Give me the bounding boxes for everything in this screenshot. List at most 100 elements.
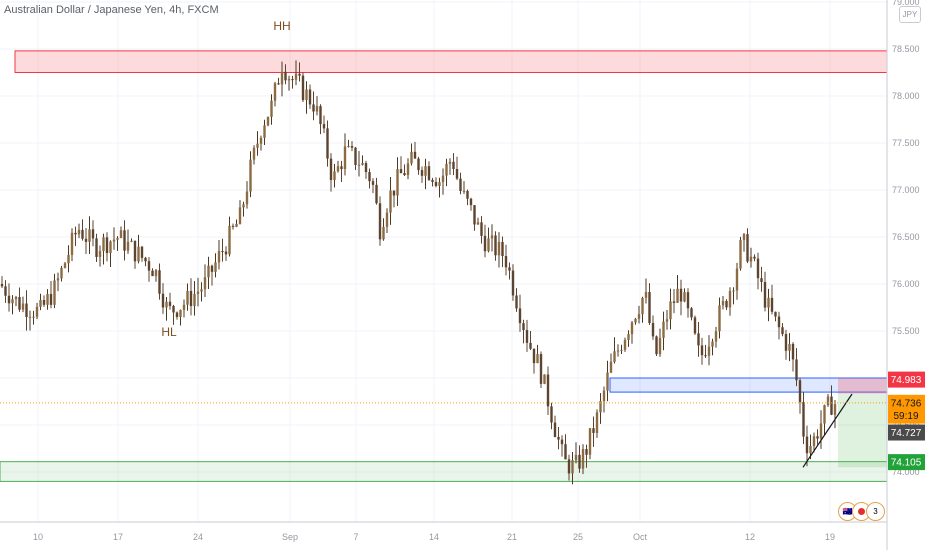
y-tick-label: 77.500 bbox=[892, 138, 920, 148]
candle-body bbox=[158, 270, 161, 294]
candle-body bbox=[539, 354, 543, 384]
candle-body bbox=[35, 306, 39, 317]
candle-body bbox=[714, 331, 718, 342]
candle-body bbox=[308, 89, 312, 105]
candle-body bbox=[581, 449, 585, 469]
candle-body bbox=[651, 322, 655, 337]
price-labels: 74.983 74.736 59:19 74.727 74.105 bbox=[888, 371, 925, 471]
candle-body bbox=[133, 240, 137, 262]
candle-body bbox=[658, 337, 662, 355]
candle-body bbox=[665, 319, 669, 322]
candle-body bbox=[151, 270, 154, 277]
x-tick-label: 10 bbox=[33, 532, 43, 542]
candle-body bbox=[203, 277, 207, 290]
candle-body bbox=[287, 79, 291, 81]
candle-body bbox=[441, 175, 445, 183]
candle-body bbox=[361, 163, 364, 165]
candle-body bbox=[294, 73, 298, 80]
x-tick-label: Sep bbox=[282, 532, 298, 542]
candle-body bbox=[112, 239, 116, 242]
candle-body bbox=[319, 106, 322, 125]
currency-unit[interactable]: JPY bbox=[899, 6, 921, 23]
candle-body bbox=[522, 323, 525, 331]
candle-body bbox=[109, 241, 112, 254]
candle-body bbox=[784, 334, 788, 351]
candle-body bbox=[81, 229, 84, 239]
candle-body bbox=[767, 297, 770, 308]
candle-body bbox=[427, 166, 431, 180]
candle-body bbox=[662, 321, 665, 338]
candle-body bbox=[224, 251, 228, 255]
candle-body bbox=[0, 284, 4, 287]
symbol-title[interactable]: Australian Dollar / Japanese Yen, 4h, FX… bbox=[4, 4, 219, 16]
candle-body bbox=[200, 289, 203, 292]
candle-body bbox=[798, 380, 802, 402]
candle-body bbox=[18, 297, 21, 310]
candle-body bbox=[403, 173, 406, 176]
candle-body bbox=[462, 190, 466, 192]
candle-body bbox=[347, 146, 350, 148]
hh-label: HH bbox=[273, 19, 290, 33]
candle-body bbox=[168, 301, 172, 306]
candle-body bbox=[536, 354, 539, 364]
zone-green bbox=[0, 461, 888, 482]
candle-body bbox=[753, 256, 756, 259]
candle-body bbox=[378, 203, 382, 240]
candle-body bbox=[371, 181, 375, 185]
candle-body bbox=[291, 79, 294, 81]
candle-body bbox=[32, 316, 35, 318]
candle-body bbox=[833, 404, 837, 415]
candle-body bbox=[473, 205, 476, 225]
candle-body bbox=[557, 436, 560, 440]
candle-body bbox=[627, 334, 630, 340]
candle-body bbox=[525, 330, 529, 343]
event-count-badge[interactable]: 3 bbox=[866, 502, 885, 521]
candle-body bbox=[39, 300, 42, 307]
candle-body bbox=[105, 237, 109, 254]
time-axis: 10 17 24 Sep 7 14 21 25 Oct 12 19 bbox=[0, 521, 887, 542]
candle-body bbox=[532, 348, 536, 364]
candle-body bbox=[574, 454, 578, 461]
candle-body bbox=[326, 128, 329, 159]
candle-body bbox=[392, 190, 396, 196]
candle-body bbox=[49, 294, 53, 305]
candle-body bbox=[585, 449, 588, 455]
candle-body bbox=[616, 350, 620, 352]
candle-body bbox=[613, 351, 616, 362]
candle-body bbox=[697, 333, 700, 346]
price-label-current-bg bbox=[888, 394, 925, 411]
candle-body bbox=[186, 290, 189, 305]
candle-body bbox=[508, 267, 511, 271]
candle-body bbox=[788, 343, 791, 351]
candle-body bbox=[315, 106, 319, 112]
candle-body bbox=[259, 137, 263, 144]
candle-body bbox=[175, 312, 179, 318]
candle-body bbox=[210, 265, 214, 272]
candle-body bbox=[116, 237, 119, 240]
candle-body bbox=[88, 229, 91, 242]
candle-body bbox=[207, 265, 210, 278]
candle-body bbox=[385, 212, 389, 227]
candle-body bbox=[130, 240, 133, 242]
candle-body bbox=[340, 166, 343, 170]
candle-body bbox=[739, 239, 742, 269]
candle-body bbox=[84, 238, 88, 242]
candle-body bbox=[46, 294, 49, 305]
candle-body bbox=[725, 300, 728, 308]
candle-body bbox=[494, 235, 497, 256]
take-profit-box bbox=[838, 393, 887, 468]
event-badges[interactable]: 🇦🇺 3 bbox=[838, 502, 888, 522]
candle-body bbox=[469, 198, 473, 206]
candle-body bbox=[42, 300, 46, 305]
candle-body bbox=[634, 318, 637, 323]
candle-body bbox=[823, 405, 826, 424]
trend-line bbox=[802, 393, 853, 468]
candle-body bbox=[102, 237, 105, 252]
candle-body bbox=[812, 436, 816, 447]
candle-body bbox=[7, 295, 11, 304]
candle-body bbox=[669, 301, 672, 320]
candle-body bbox=[266, 116, 270, 126]
candle-body bbox=[417, 158, 420, 171]
candle-body bbox=[147, 261, 151, 271]
